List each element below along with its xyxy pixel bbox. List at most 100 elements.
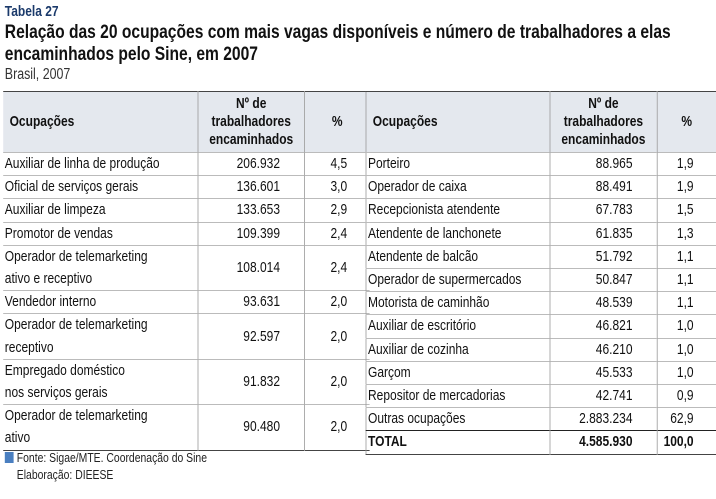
count-cell: 67.783 [549, 198, 657, 223]
percent-cell: 2,4 [304, 221, 370, 246]
count-cell: 42.741 [549, 384, 657, 408]
count-cell: 2.883.234 [549, 407, 657, 431]
percent-cell: 1,1 [656, 291, 716, 315]
text-line: Operador de telemarketing [4, 407, 148, 425]
row: Atendente de lanchonete 61.835 1,3 [366, 221, 716, 246]
occupation-cell: Auxiliar de cozinha [366, 337, 550, 362]
text-line: Recepcionista atendente [368, 201, 501, 219]
occupation-cell: Vendedor interno [3, 290, 199, 314]
occupation-cell: Porteiro [366, 151, 550, 176]
count-cell: 61.835 [549, 221, 657, 246]
header-row: Ocupações Nº de trabalhadores encaminhados% [3, 91, 370, 153]
column-header: % [656, 91, 716, 153]
percent-cell: 1,5 [656, 198, 716, 223]
text-line: ativo [4, 429, 31, 447]
occupation-cell: Operador de telemarketing ativo [3, 404, 199, 451]
count-cell: 93.631 [197, 290, 305, 314]
title: Relação das 20 ocupações com mais vagas … [4, 21, 671, 65]
row: Oficial de serviços gerais 136.601 3,0 [3, 175, 370, 199]
percent-cell: 1,0 [656, 314, 716, 339]
occupation-cell: Auxiliar de limpeza [3, 198, 199, 223]
count-cell: 88.965 [549, 151, 657, 176]
count-cell: 92.597 [197, 313, 305, 360]
text-line: Atendente de balcão [368, 247, 479, 265]
text-line: ativo e receptivo [4, 270, 93, 288]
row: Operador de telemarketing ativo e recepti… [3, 244, 370, 291]
count-cell: 48.539 [549, 291, 657, 315]
percent-cell: 1,0 [656, 360, 716, 385]
percent-cell: 1,1 [656, 244, 716, 269]
percent-cell: 1,9 [656, 151, 716, 176]
row: Auxiliar de limpeza 133.653 2,9 [3, 198, 370, 223]
row: Outras ocupações 2.883.234 62,9 [366, 407, 716, 431]
table-left: Ocupações Nº de trabalhadores encaminhados%… [3, 91, 370, 451]
text-line: Atendente de lanchonete [368, 224, 502, 242]
column-header: % [304, 91, 370, 153]
row: Motorista de caminhão 48.539 1,1 [366, 291, 716, 315]
row: Atendente de balcão 51.792 1,1 [366, 244, 716, 269]
occupation-cell: Atendente de lanchonete [366, 221, 550, 246]
percent-cell: 2,0 [304, 358, 370, 405]
occupation-cell: Operador de supermercados [366, 268, 550, 292]
text-line: Operador de caixa [368, 178, 467, 196]
percent-cell: 3,0 [304, 175, 370, 199]
column-header: Nº de trabalhadores encaminhados [197, 91, 305, 153]
text-line: Oficial de serviços gerais [4, 178, 139, 196]
occupation-cell: Empregado doméstico nos serviços gerais [3, 358, 199, 405]
percent-cell: 62,9 [656, 407, 716, 431]
row: Repositor de mercadorias 42.741 0,9 [366, 384, 716, 408]
text-line: trabalhadores [211, 113, 291, 130]
column-header: Ocupações [3, 91, 199, 153]
row: Promotor de vendas 109.399 2,4 [3, 221, 370, 246]
percent-cell: 100,0 [656, 430, 716, 455]
count-cell: 51.792 [549, 244, 657, 269]
source: Fonte: Sigae/MTE. Coordenação do Sine [16, 450, 208, 465]
text-line: Auxiliar de limpeza [4, 201, 106, 219]
column-header: Ocupações [366, 91, 550, 153]
column-header: Nº de trabalhadores encaminhados [549, 91, 657, 153]
occupation-cell: TOTAL [366, 430, 550, 455]
row: Operador de supermercados 50.847 1,1 [366, 268, 716, 292]
count-cell: 50.847 [549, 268, 657, 292]
text-line: Operador de telemarketing [4, 316, 148, 334]
count-cell: 46.821 [549, 314, 657, 339]
row: Vendedor interno 93.631 2,0 [3, 290, 370, 314]
row: TOTAL 4.585.930 100,0 [366, 430, 716, 455]
text-line: Operador de supermercados [368, 271, 522, 289]
text-line: Auxiliar de escritório [368, 317, 477, 335]
occupation-cell: Atendente de balcão [366, 244, 550, 269]
row: Auxiliar de escritório 46.821 1,0 [366, 314, 716, 339]
count-cell: 45.533 [549, 360, 657, 385]
occupation-cell: Auxiliar de linha de produção [3, 151, 199, 176]
percent-cell: 2,9 [304, 198, 370, 223]
row: Porteiro 88.965 1,9 [366, 151, 716, 176]
row: Operador de telemarketing receptivo 92.597… [3, 313, 370, 360]
row: Empregado doméstico nos serviços gerais 91… [3, 358, 370, 405]
count-cell: 206.932 [197, 151, 305, 176]
percent-cell: 2,0 [304, 313, 370, 360]
legend-square [4, 452, 14, 463]
text-line: Porteiro [368, 155, 411, 172]
text-line: encaminhados [561, 131, 646, 148]
text-line: TOTAL [368, 433, 407, 451]
count-cell: 136.601 [197, 175, 305, 199]
occupation-cell: Operador de telemarketing receptivo [3, 313, 199, 360]
occupation-cell: Promotor de vendas [3, 221, 199, 246]
subtitle: Brasil, 2007 [4, 66, 71, 83]
occupation-cell: Outras ocupações [366, 407, 550, 431]
percent-cell: 1,1 [656, 268, 716, 292]
text-line: trabalhadores [563, 113, 644, 130]
text-line: Auxiliar de cozinha [368, 340, 469, 358]
table-right: Ocupações Nº de trabalhadores encaminhados%… [365, 91, 716, 455]
text-line: nos serviços gerais [4, 384, 108, 402]
occupation-cell: Operador de telemarketing ativo e recepti… [3, 244, 199, 291]
percent-cell: 1,3 [656, 221, 716, 246]
row: Operador de telemarketing ativo 90.480 2,0 [3, 404, 370, 451]
count-cell: 108.014 [197, 244, 305, 291]
percent-cell: 2,0 [304, 290, 370, 314]
count-cell: 46.210 [549, 337, 657, 362]
text-line: Nº de [588, 95, 619, 112]
